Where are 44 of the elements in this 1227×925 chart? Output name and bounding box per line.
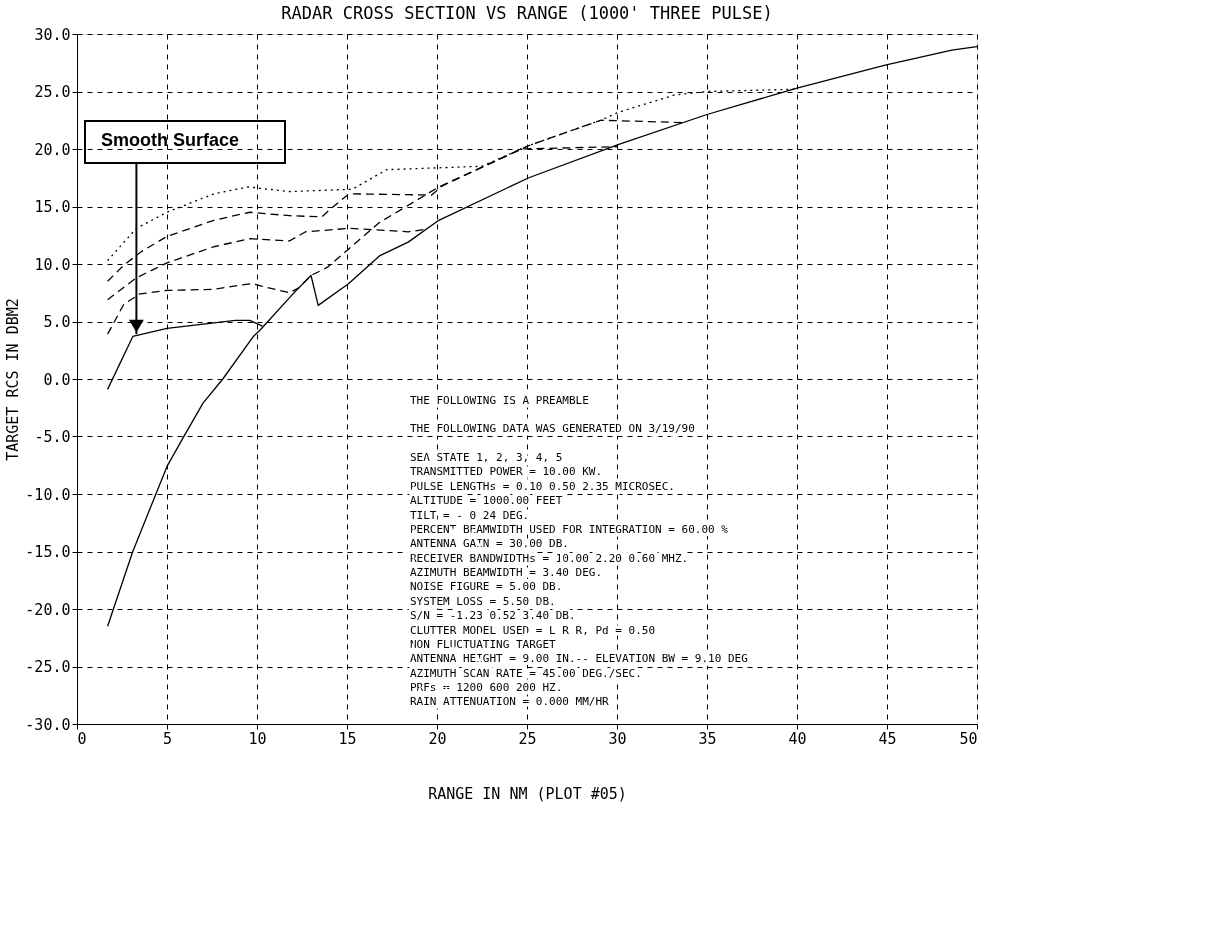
annotation: ALTITUDE = 1000.00 FEET — [410, 494, 563, 508]
x-tick-label: 0 — [77, 729, 87, 748]
y-tick-label: -10.0 — [25, 485, 71, 504]
y-tick-label: -15.0 — [25, 543, 71, 561]
x-tick-label: 5 — [162, 729, 173, 748]
x-tick-label: 30 — [608, 729, 627, 748]
y-tick-label: 25.0 — [34, 83, 71, 101]
annotation: PERCENT BEAMWIDTH USED FOR INTEGRATION = 60.00 % — [410, 522, 729, 536]
annotation: NON FLUCTUATING TARGET — [410, 637, 557, 651]
annotation: Smooth Surface — [101, 129, 240, 150]
annotation: TILT = - 0.24 DEG. — [410, 508, 530, 522]
y-tick-label: 0.0 — [43, 370, 71, 389]
annotation: RECEIVER BANDWIDTHs = 10.00 2.20 0.60 MHZ. — [410, 551, 689, 565]
annotation: THE FOLLOWING IS A PREAMBLE — [410, 393, 589, 407]
y-tick-label: 30.0 — [34, 25, 71, 44]
annotation: ANTENNA HEIGHT = 9.00 IN.-- ELEVATION BW = 9.10 DEG — [410, 652, 748, 666]
y-tick-label: -20.0 — [25, 600, 71, 619]
x-tick-label: 20 — [428, 729, 447, 748]
annotation: SEA STATE 1, 2, 3, 4, 5 — [410, 451, 563, 465]
annotation: AZIMUTH SCAN RATE = 45.00 DEG./SEC. — [410, 666, 642, 680]
y-tick-label: 10.0 — [34, 255, 71, 274]
x-tick-label: 40 — [788, 729, 807, 748]
annotation: RAIN ATTENUATION = 0.000 MM/HR — [410, 695, 610, 709]
annotation: THE FOLLOWING DATA WAS GENERATED ON 3/19/90 — [410, 422, 695, 436]
x-tick-label: 10 — [248, 729, 267, 748]
chart-title: RADAR CROSS SECTION VS RANGE (1000' THREE PULSE) — [281, 3, 773, 23]
y-tick-label: -30.0 — [25, 715, 71, 734]
x-tick-label: 45 — [878, 729, 897, 748]
annotation: AZIMUTH BEAMWIDTH = 3.40 DEG. — [410, 566, 603, 580]
annotation: CLUTTER MODEL USED = L R R, Pd = 0.50 — [410, 623, 656, 637]
annotation: SYSTEM LOSS = 5.50 DB. — [410, 594, 556, 608]
annotation: ANTENNA GAIN = 30.00 DB. — [410, 537, 569, 551]
y-axis-title: TARGET RCS IN DBM2 — [4, 298, 23, 461]
annotation: TRANSMITTED POWER = 10.00 KW. — [410, 465, 603, 479]
x-tick-label: 35 — [698, 729, 717, 748]
y-tick-label: -25.0 — [25, 658, 71, 676]
x-tick-label: 50 — [959, 729, 978, 748]
x-tick-label: 25 — [518, 729, 537, 748]
y-tick-label: 15.0 — [34, 198, 71, 216]
y-tick-label: 5.0 — [43, 313, 71, 331]
y-tick-label: -5.0 — [34, 428, 71, 446]
x-axis-title: RANGE IN NM (PLOT #05) — [428, 784, 627, 803]
y-tick-label: 20.0 — [34, 140, 71, 159]
x-tick-label: 15 — [338, 729, 357, 748]
